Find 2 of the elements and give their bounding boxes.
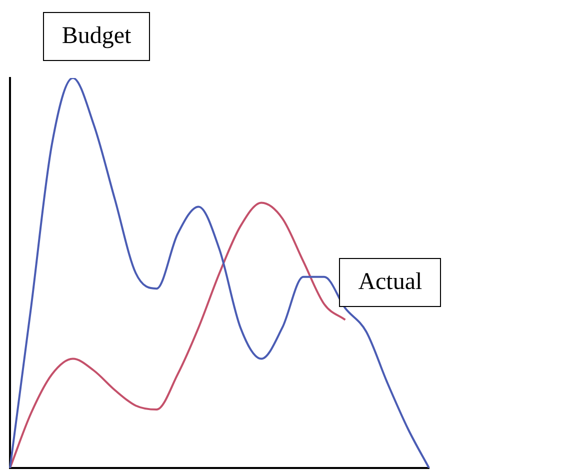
series-label: Budget: [42, 12, 150, 61]
series-label: Actual: [339, 258, 442, 307]
